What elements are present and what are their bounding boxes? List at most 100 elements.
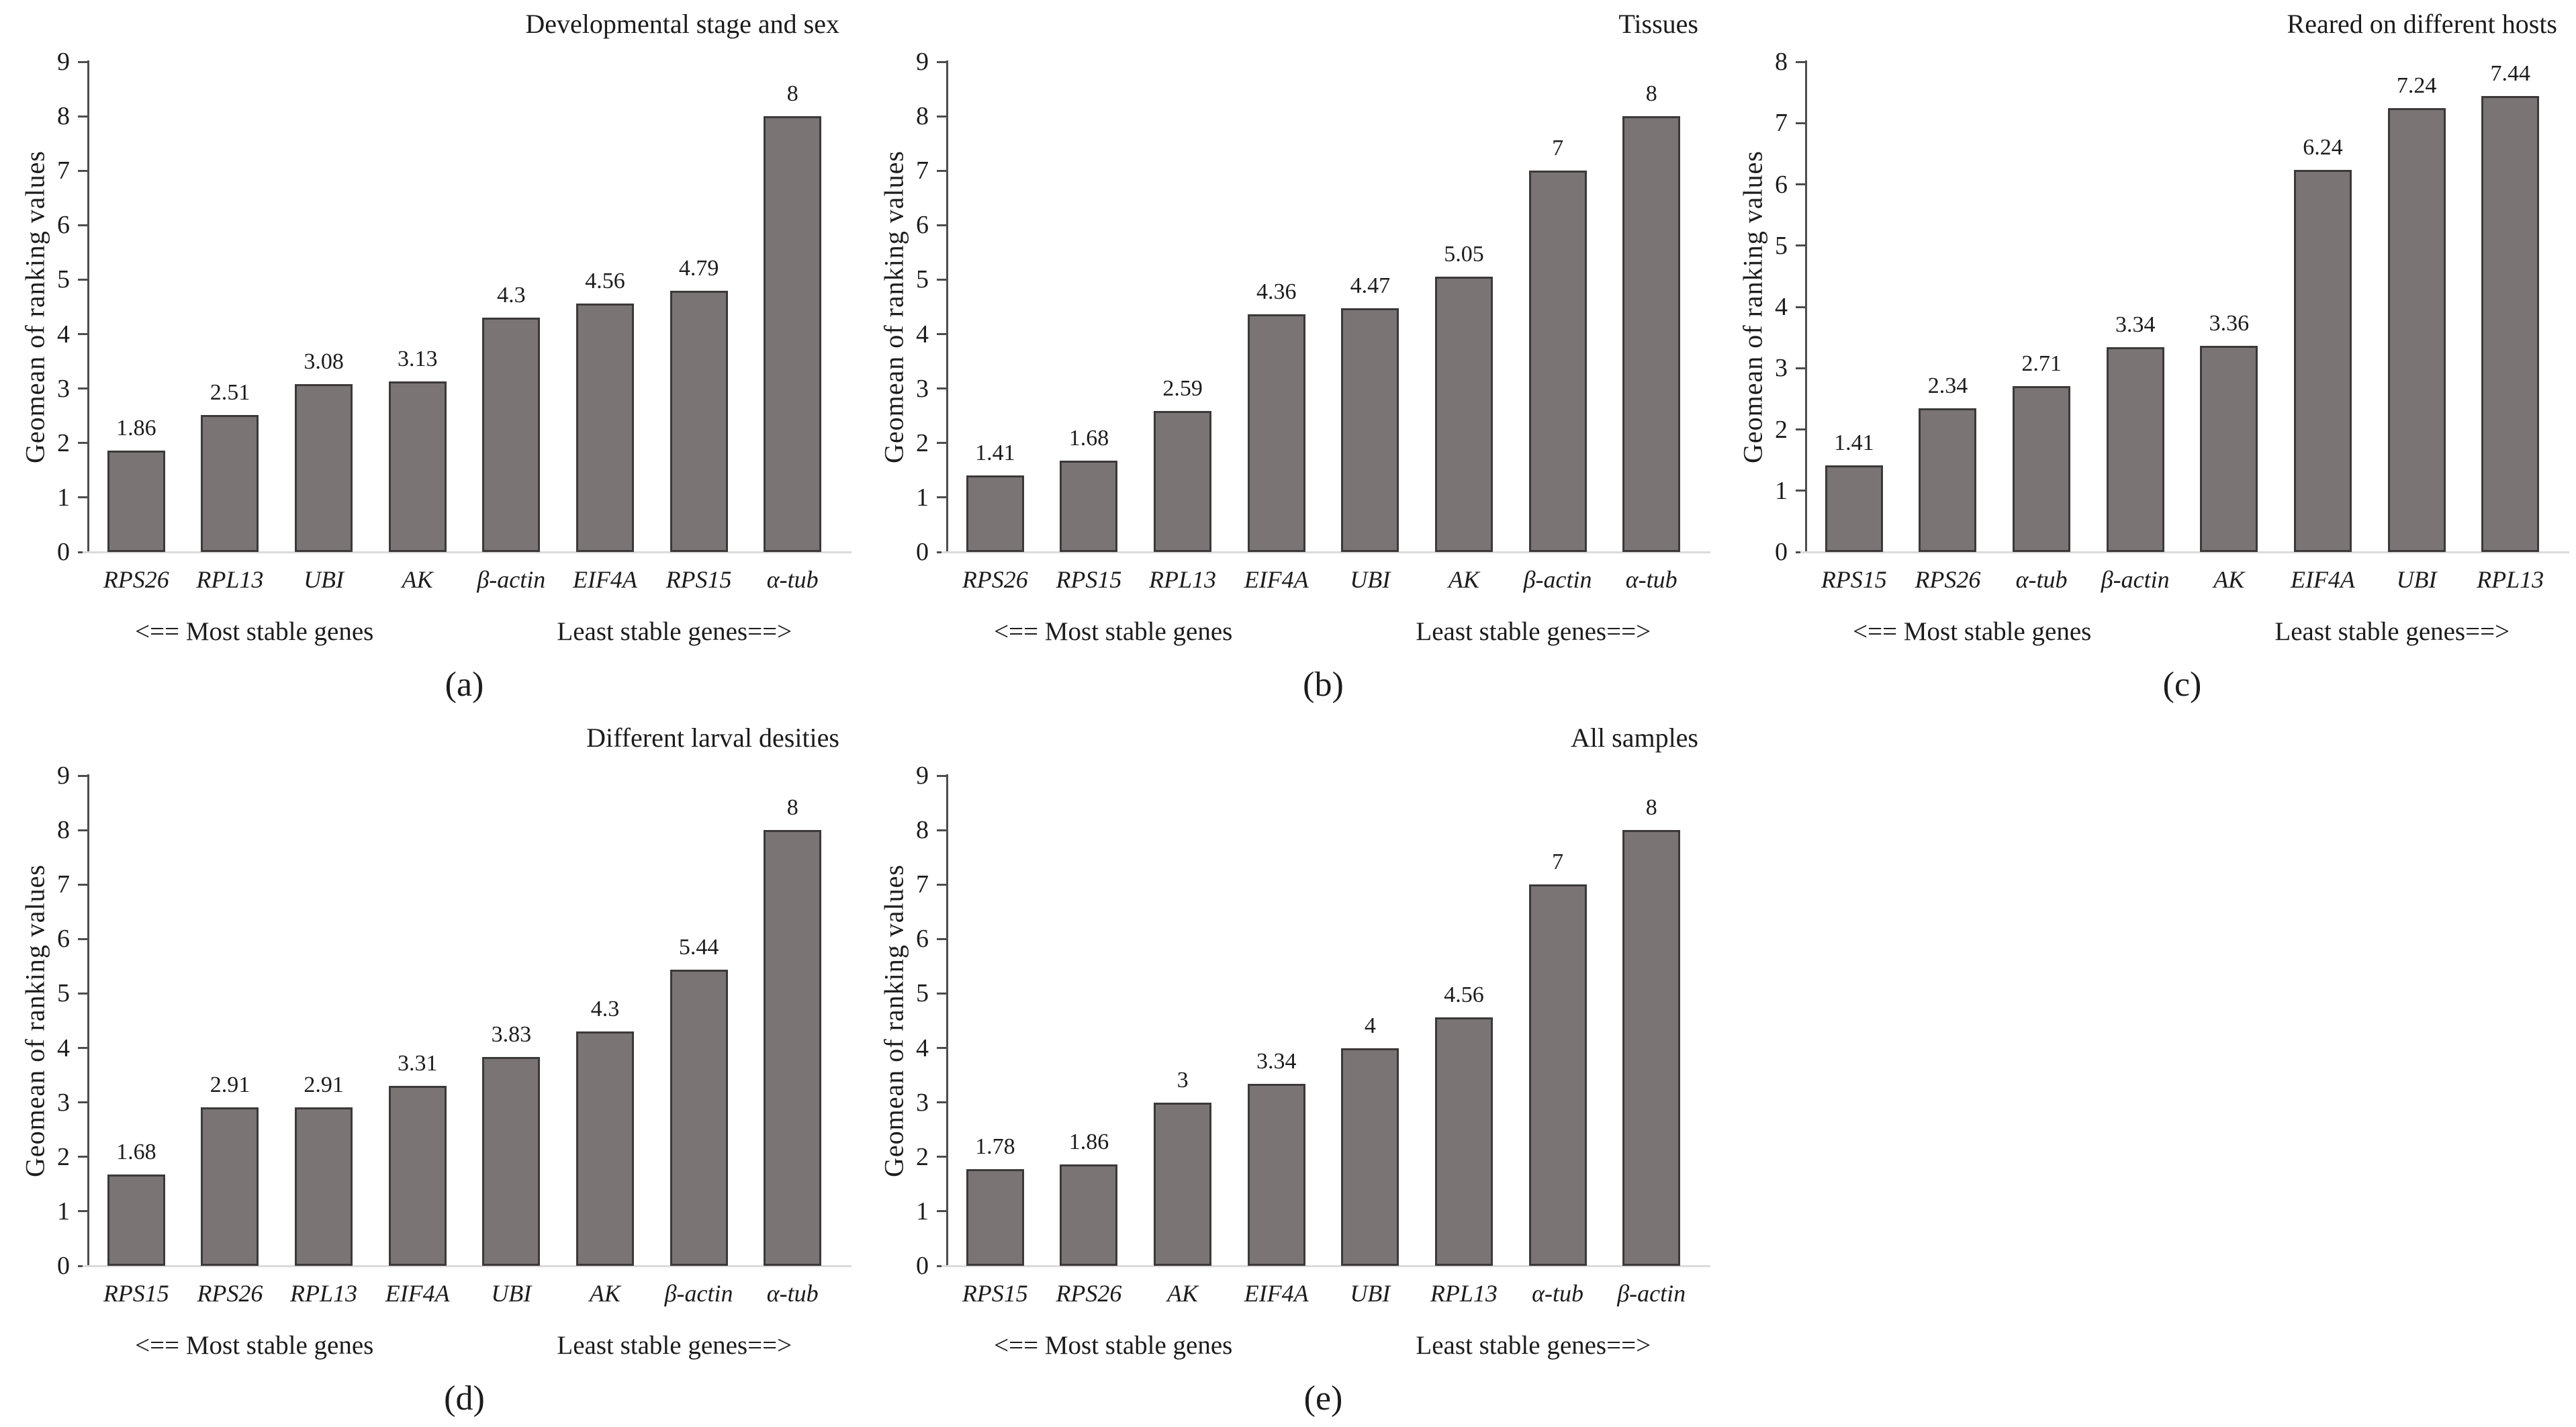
y-tick-mark: [1796, 183, 1805, 185]
bar-value-label: 2.91: [210, 1072, 250, 1097]
y-tick-label: 6: [1775, 170, 1788, 199]
y-tick-mark: [937, 774, 946, 777]
y-tick-mark: [78, 883, 87, 886]
bar-UBI: [295, 384, 353, 552]
category-label: AK: [402, 566, 433, 593]
y-tick-label: 6: [916, 925, 929, 954]
y-tick-label: 0: [57, 538, 70, 566]
category-label: RPS26: [1915, 566, 1981, 593]
bar-value-label: 7.24: [2396, 73, 2437, 99]
y-tick-mark: [1796, 490, 1805, 492]
category-label: RPS15: [962, 1280, 1028, 1307]
y-tick-mark: [937, 278, 946, 281]
note-least-stable: Least stable genes==>: [557, 1331, 792, 1360]
y-tick-mark: [937, 442, 946, 445]
bar-β-actin: [1528, 171, 1587, 552]
category-label: β-actin: [477, 566, 546, 593]
y-tick-label: 4: [57, 1033, 70, 1062]
y-axis-label: Geomean of ranking values: [878, 864, 909, 1177]
panel-caption-b: (b): [1303, 665, 1344, 704]
bar-RPS26: [1919, 408, 1977, 552]
bar-RPL13: [201, 415, 259, 552]
category-label: RPS15: [103, 1280, 169, 1307]
bar-RPS26: [201, 1107, 259, 1266]
y-tick-mark: [937, 496, 946, 499]
panel-caption-c: (c): [2162, 665, 2202, 704]
bar-value-label: 1.86: [116, 416, 156, 441]
y-tick-mark: [78, 496, 87, 499]
y-tick-mark: [937, 387, 946, 390]
category-label: α-tub: [1532, 1280, 1583, 1307]
bar-AK: [576, 1031, 634, 1266]
y-axis-line: [1805, 60, 1807, 553]
y-tick-mark: [937, 829, 946, 831]
bar-value-label: 1.41: [1834, 430, 1874, 456]
bar-UBI: [1341, 308, 1399, 552]
y-tick-mark: [937, 937, 946, 940]
y-tick-mark: [937, 333, 946, 336]
y-tick-label: 4: [1775, 293, 1788, 321]
y-tick-mark: [78, 442, 87, 445]
y-tick-label: 0: [916, 1252, 929, 1280]
y-tick-label: 1: [916, 483, 929, 512]
chart-panel-d: Different larval desities Geomean of rank…: [0, 714, 859, 1427]
y-tick-label: 2: [1775, 415, 1788, 444]
category-label: β-actin: [2101, 566, 2170, 593]
bar-value-label: 4.47: [1350, 273, 1391, 299]
y-axis-label: Geomean of ranking values: [19, 150, 50, 463]
bar-value-label: 3.31: [397, 1050, 438, 1076]
bar-value-label: 4.56: [1444, 982, 1484, 1008]
chart-title: Different larval desities: [586, 723, 839, 753]
y-tick-label: 2: [916, 428, 929, 457]
bar-RPS15: [1825, 465, 1883, 552]
bar-value-label: 3.36: [2209, 311, 2250, 336]
note-most-stable: <== Most stable genes: [135, 1331, 374, 1360]
chart-panel-a: Developmental stage and sex Geomean of ra…: [0, 0, 859, 713]
bar-value-label: 5.05: [1444, 242, 1484, 267]
y-tick-mark: [1796, 428, 1805, 430]
y-tick-label: 3: [916, 374, 929, 403]
x-axis-baseline: [83, 551, 852, 553]
y-tick-mark: [937, 992, 946, 995]
category-label: AK: [2213, 566, 2245, 593]
y-axis-line: [87, 60, 89, 553]
y-tick-mark: [937, 224, 946, 226]
bar-value-label: 3: [1177, 1067, 1189, 1093]
bar-α-tub: [764, 830, 822, 1266]
y-tick-mark: [78, 115, 87, 118]
y-tick-mark: [78, 1101, 87, 1104]
bar-RPL13: [2481, 96, 2540, 552]
bar-AK: [1154, 1102, 1212, 1266]
category-label: β-actin: [664, 1280, 733, 1307]
y-tick-label: 5: [916, 265, 929, 294]
category-label: RPS26: [103, 566, 169, 593]
y-tick-label: 5: [1775, 231, 1788, 260]
y-tick-mark: [78, 387, 87, 390]
note-least-stable: Least stable genes==>: [1416, 617, 1651, 646]
bar-value-label: 4.3: [497, 283, 526, 308]
y-axis-line: [946, 60, 948, 553]
bar-value-label: 4.56: [585, 269, 625, 294]
bar-value-label: 4.79: [678, 256, 719, 281]
y-tick-label: 5: [57, 979, 70, 1008]
bar-RPS15: [107, 1174, 165, 1266]
y-tick-label: 9: [57, 762, 70, 790]
chart-title: All samples: [1571, 723, 1698, 753]
category-label: EIF4A: [385, 1280, 450, 1307]
bar-β-actin: [670, 969, 728, 1266]
bar-RPL13: [1434, 1017, 1493, 1266]
category-label: α-tub: [1625, 566, 1677, 593]
y-tick-label: 0: [916, 538, 929, 566]
y-tick-mark: [937, 1047, 946, 1050]
category-label: UBI: [1350, 1280, 1391, 1307]
bar-RPS26: [1060, 1164, 1118, 1266]
note-most-stable: <== Most stable genes: [135, 617, 374, 646]
bar-value-label: 3.08: [304, 349, 344, 375]
bar-α-tub: [2013, 385, 2071, 552]
bar-RPS15: [966, 1168, 1024, 1266]
y-tick-mark: [1796, 122, 1805, 124]
y-tick-mark: [1796, 367, 1805, 369]
category-label: RPL13: [1430, 1280, 1498, 1307]
bar-α-tub: [764, 116, 822, 552]
y-tick-label: 3: [57, 1088, 70, 1117]
